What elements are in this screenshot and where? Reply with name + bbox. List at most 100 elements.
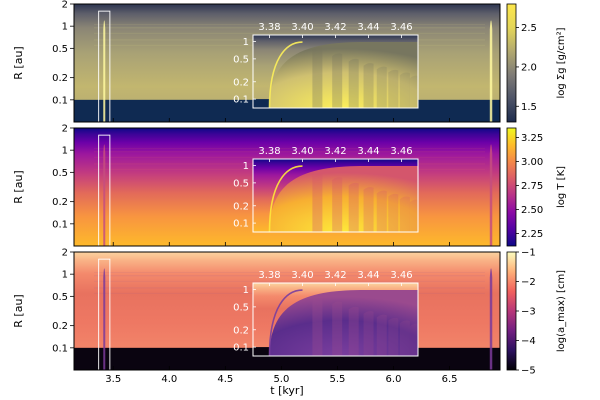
colorbar-tick-label: 2.75 xyxy=(521,181,543,192)
inset-y-tick-label: 0.5 xyxy=(233,54,249,65)
y-tick-label: 0.2 xyxy=(52,321,68,332)
secondary-bump xyxy=(409,199,418,232)
y-axis-label: R [au] xyxy=(12,46,25,79)
x-tick-label: 4.0 xyxy=(161,374,177,385)
x-axis-label: t [kyr] xyxy=(270,384,303,397)
x-tick-label: 5.5 xyxy=(329,374,345,385)
inset-x-tick-label: 3.38 xyxy=(258,270,280,281)
colorbar-tick-label: 2.25 xyxy=(521,229,543,240)
colorbar-sigma xyxy=(506,3,517,123)
outburst-spike xyxy=(489,268,493,370)
panel-frame xyxy=(73,251,501,371)
y-tick-label: 0.1 xyxy=(52,219,68,230)
outburst-dome xyxy=(269,42,418,108)
outburst-spike xyxy=(489,144,493,246)
inset-x-tick-label: 3.38 xyxy=(258,146,280,157)
secondary-bump xyxy=(363,187,374,232)
secondary-bump xyxy=(388,69,399,108)
panel-frame xyxy=(73,127,501,247)
outburst-dome xyxy=(269,166,418,232)
inset-y-tick-label: 0.2 xyxy=(233,201,249,212)
y-tick-label: 0.1 xyxy=(52,343,68,354)
x-tick-label: 3.5 xyxy=(105,374,121,385)
secondary-bump xyxy=(332,301,343,356)
y-tick-label: 0.5 xyxy=(52,44,68,55)
colorbar-tick-label: −3 xyxy=(521,307,536,318)
y-tick-label: 2 xyxy=(62,124,68,135)
secondary-bump xyxy=(399,196,410,232)
secondary-bump xyxy=(363,311,374,356)
secondary-bump xyxy=(332,53,343,108)
inset-panel-sigma xyxy=(253,35,418,108)
x-tick-label: 6.0 xyxy=(386,374,402,385)
secondary-bump xyxy=(388,317,399,356)
secondary-bump xyxy=(399,72,410,108)
colorbar-tick-label: 3.25 xyxy=(521,133,543,144)
inset-y-tick-label: 1 xyxy=(243,285,249,296)
colorbar-tick-label: 2.5 xyxy=(521,23,537,34)
y-tick-label: 2 xyxy=(62,0,68,11)
secondary-bump xyxy=(409,323,418,356)
outburst-front xyxy=(268,41,303,108)
y-tick-label: 0.1 xyxy=(52,95,68,106)
y-tick-label: 2 xyxy=(62,248,68,259)
colorbar-amax xyxy=(506,251,517,371)
colorbar-tick-label: −4 xyxy=(521,336,536,347)
inset-y-tick-label: 0.5 xyxy=(233,302,249,313)
inset-x-tick-label: 3.38 xyxy=(258,22,280,33)
inset-y-tick-label: 1 xyxy=(243,37,249,48)
panel-frame xyxy=(73,3,501,123)
inset-x-tick-label: 3.42 xyxy=(324,270,346,281)
inset-x-tick-label: 3.44 xyxy=(357,270,379,281)
colorbar-temperature xyxy=(506,127,517,247)
inset-y-tick-label: 1 xyxy=(243,161,249,172)
outburst-front xyxy=(268,289,303,356)
secondary-bump xyxy=(348,306,359,356)
secondary-bump xyxy=(376,190,387,232)
inset-y-tick-label: 0.1 xyxy=(233,95,249,106)
outburst-spike xyxy=(103,268,106,370)
y-tick-label: 0.2 xyxy=(52,73,68,84)
y-tick-label: 0.2 xyxy=(52,197,68,208)
secondary-bump xyxy=(312,47,323,108)
y-axis-label: R [au] xyxy=(12,294,25,327)
x-tick-label: 4.5 xyxy=(217,374,233,385)
inset-y-tick-label: 0.2 xyxy=(233,77,249,88)
outburst-spike xyxy=(103,144,106,246)
inset-x-tick-label: 3.42 xyxy=(324,22,346,33)
y-tick-label: 0.5 xyxy=(52,292,68,303)
outburst-spike xyxy=(489,20,493,122)
inset-x-tick-label: 3.40 xyxy=(291,22,313,33)
inset-x-tick-label: 3.46 xyxy=(390,22,412,33)
inset-x-tick-label: 3.44 xyxy=(357,22,379,33)
y-tick-label: 1 xyxy=(62,270,68,281)
y-tick-label: 1 xyxy=(62,146,68,157)
outburst-spike xyxy=(103,20,106,122)
colorbar-label: log Σg [g/cm²] xyxy=(556,27,567,98)
outburst-dome xyxy=(269,290,418,356)
secondary-bump xyxy=(399,320,410,356)
inset-y-tick-label: 0.1 xyxy=(233,343,249,354)
x-tick-label: 5.0 xyxy=(273,374,289,385)
secondary-bump xyxy=(348,182,359,232)
inset-x-tick-label: 3.44 xyxy=(357,146,379,157)
colorbar-tick-label: −1 xyxy=(521,248,536,259)
inset-x-tick-label: 3.40 xyxy=(291,146,313,157)
outburst-front xyxy=(268,165,303,232)
secondary-bump xyxy=(312,295,323,356)
inset-panel-amax xyxy=(253,283,418,356)
colorbar-tick-label: −2 xyxy=(521,277,536,288)
secondary-bump xyxy=(363,63,374,108)
inset-y-tick-label: 0.2 xyxy=(233,325,249,336)
y-axis-label: R [au] xyxy=(12,170,25,203)
colorbar-tick-label: 3.00 xyxy=(521,157,543,168)
colorbar-tick-label: −5 xyxy=(521,366,536,377)
inset-x-tick-label: 3.42 xyxy=(324,146,346,157)
inset-panel-temperature xyxy=(253,159,418,232)
secondary-bump xyxy=(409,75,418,108)
inset-x-tick-label: 3.46 xyxy=(390,146,412,157)
colorbar-tick-label: 1.5 xyxy=(521,102,537,113)
secondary-bump xyxy=(348,58,359,108)
x-tick-label: 6.5 xyxy=(442,374,458,385)
inset-x-tick-label: 3.46 xyxy=(390,270,412,281)
